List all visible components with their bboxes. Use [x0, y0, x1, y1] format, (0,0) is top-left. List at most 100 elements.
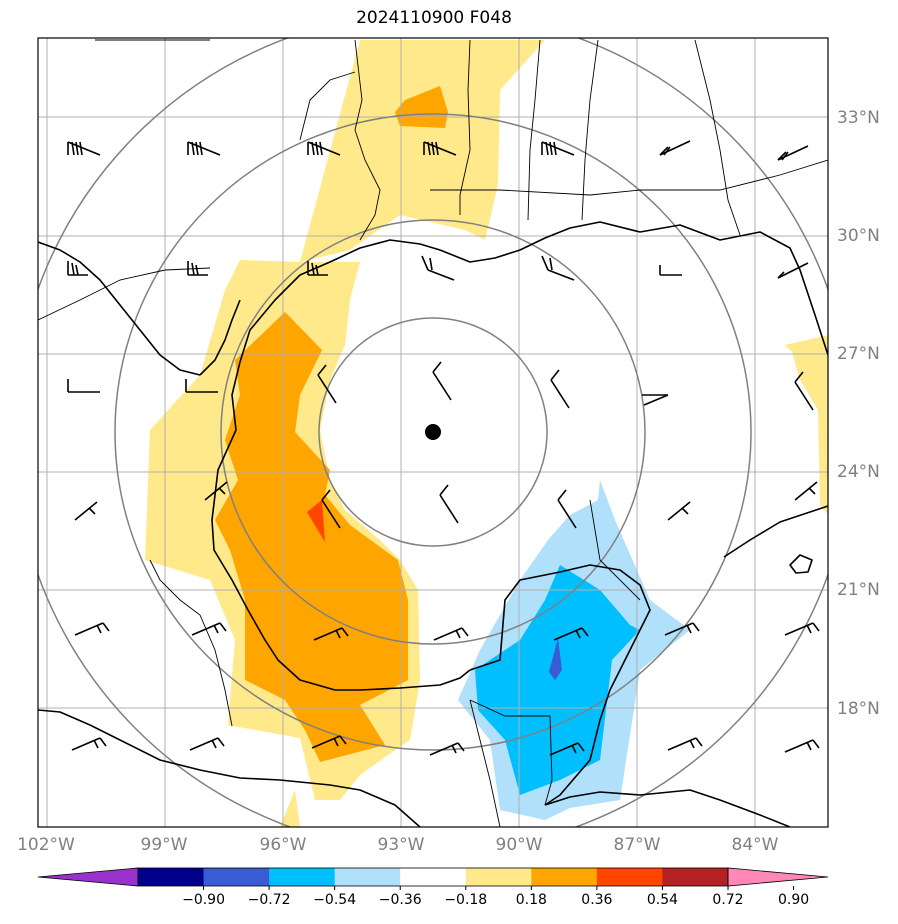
wind-barb-stroke	[553, 141, 557, 156]
colorbar-tick-label: −0.54	[313, 892, 356, 908]
wind-barb-stroke	[307, 141, 341, 156]
wind-barb-icon	[549, 742, 585, 756]
wind-barb-stroke	[435, 141, 439, 156]
wind-barb-stroke	[433, 627, 463, 641]
wind-barb-stroke	[67, 141, 101, 156]
wind-barb-stroke	[784, 622, 814, 636]
wind-barb-stroke	[541, 255, 549, 271]
wind-barb-icon	[74, 501, 98, 521]
wind-barb-stroke	[667, 737, 697, 751]
wind-barb-stroke	[219, 622, 227, 632]
wind-barb-stroke	[429, 257, 433, 271]
colorbar-segment	[334, 868, 401, 886]
wind-barb-icon	[794, 371, 814, 411]
wind-barb-stroke	[313, 627, 343, 641]
positive-anomaly-red	[307, 500, 325, 542]
negative-anomaly-mid-blue	[475, 565, 640, 795]
lat-label: 18°N	[837, 699, 880, 719]
wind-barb-icon	[777, 145, 809, 161]
lon-label: 93°W	[378, 835, 425, 855]
wind-barb-stroke	[545, 141, 549, 156]
wind-barb-stroke	[549, 257, 553, 271]
wind-barb-stroke	[431, 141, 435, 156]
wind-barb-stroke	[427, 141, 431, 156]
wind-barb-stroke	[681, 507, 689, 515]
negative-anomaly-dark-blue	[549, 638, 562, 680]
colorbar-segment	[138, 868, 205, 886]
wind-barb-icon	[667, 501, 691, 521]
wind-barb-stroke	[99, 737, 107, 747]
wind-barb-icon	[67, 261, 88, 276]
colorbar-tick-label: −0.36	[379, 892, 422, 908]
longitude-labels: 102°W 99°W 96°W 93°W 90°W 87°W 84°W	[17, 835, 779, 855]
wind-barb-icon	[67, 379, 100, 393]
colorbar-segment	[465, 868, 532, 886]
wind-barb-icon	[421, 255, 455, 281]
wind-barb-stroke	[432, 361, 442, 373]
colorbar-segment	[531, 868, 598, 886]
wind-barb-stroke	[777, 262, 809, 279]
wind-barb-stroke	[581, 627, 589, 637]
wind-barb-icon	[185, 379, 218, 393]
wind-barb-stroke	[74, 501, 98, 521]
wind-barb-stroke	[211, 739, 217, 749]
colorbar-segment	[400, 868, 467, 886]
map-area	[38, 38, 828, 827]
wind-barb-stroke	[553, 627, 583, 641]
wind-barb-stroke	[319, 141, 323, 156]
wind-barb-stroke	[550, 369, 560, 381]
colorbar-tick-label: 0.72	[712, 892, 743, 908]
wind-barb-icon	[777, 262, 809, 279]
gridlines	[38, 38, 828, 827]
wind-barb-stroke	[557, 489, 567, 501]
wind-barb-stroke	[213, 624, 219, 634]
wind-barb-icon	[317, 364, 337, 404]
wind-barbs	[67, 140, 820, 756]
wind-barb-stroke	[195, 141, 199, 156]
lat-label: 24°N	[837, 462, 880, 482]
wind-barb-stroke	[71, 262, 75, 276]
wind-barb-icon	[541, 141, 575, 156]
wind-barb-stroke	[96, 624, 102, 634]
lon-label: 90°W	[496, 835, 543, 855]
wind-barb-icon	[553, 627, 589, 641]
wind-barb-icon	[204, 481, 228, 501]
wind-barb-stroke	[549, 742, 579, 756]
colorbar-tick-label: 0.36	[581, 892, 612, 908]
range-rings	[38, 38, 828, 827]
lon-label: 96°W	[260, 835, 307, 855]
wind-barb-stroke	[577, 742, 585, 752]
wind-barb-stroke	[557, 499, 577, 529]
wind-barb-stroke	[191, 141, 195, 156]
wind-barb-stroke	[549, 141, 553, 156]
wind-barb-stroke	[664, 622, 694, 636]
wind-barb-stroke	[321, 489, 331, 501]
wind-barb-stroke	[191, 622, 221, 636]
wind-barb-stroke	[75, 264, 79, 276]
wind-barb-stroke	[575, 629, 581, 639]
wind-barb-stroke	[659, 146, 669, 156]
wind-barb-icon	[659, 265, 682, 276]
colorbar-tick-label: 0.18	[516, 892, 547, 908]
wind-barb-stroke	[439, 484, 449, 496]
lon-label: 102°W	[17, 835, 75, 855]
wind-barb-icon	[187, 141, 221, 156]
lon-label: 84°W	[732, 835, 779, 855]
colorbar-tick-label: −0.90	[182, 892, 225, 908]
lon-label: 87°W	[614, 835, 661, 855]
coastlines	[38, 221, 828, 827]
colorbar-outline	[137, 867, 729, 887]
wind-barb-icon	[191, 622, 227, 636]
wind-barb-icon	[67, 141, 101, 156]
colorbar-segment	[596, 868, 663, 886]
wind-barb-stroke	[777, 151, 787, 161]
wind-barb-icon	[432, 361, 452, 401]
wind-barb-stroke	[339, 735, 347, 745]
wind-barb-stroke	[659, 140, 691, 156]
lon-label: 99°W	[141, 835, 188, 855]
wind-barb-stroke	[93, 739, 99, 749]
wind-barb-icon	[794, 481, 818, 501]
wind-barb-stroke	[75, 141, 79, 156]
wind-barb-icon	[550, 369, 570, 409]
